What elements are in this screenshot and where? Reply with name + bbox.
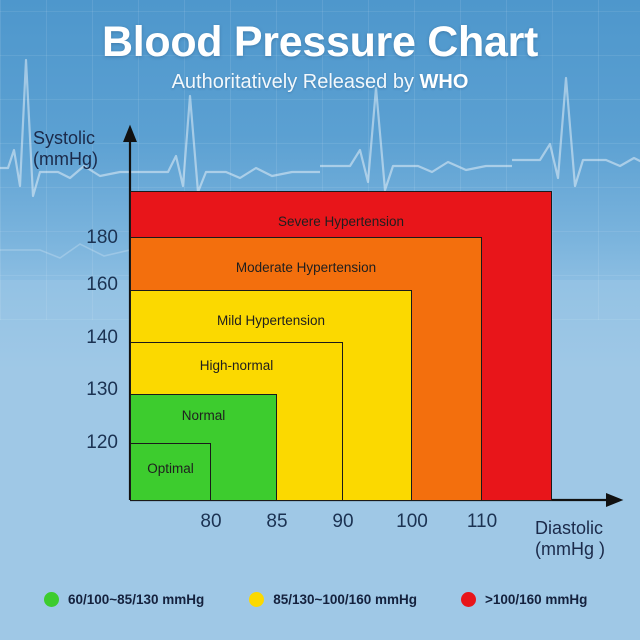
subtitle-emphasis-who: WHO: [419, 71, 469, 93]
band-label-mild: Mild Hypertension: [216, 313, 326, 328]
y-tick-180: 180: [86, 227, 118, 248]
y-axis-title-line2: (mmHg): [33, 149, 98, 169]
legend-dot-red-icon: [460, 591, 476, 607]
y-tick-160: 160: [86, 274, 118, 295]
x-axis-title-line2: (mmHg ): [535, 539, 605, 559]
x-axis-title: Diastolic (mmHg ): [535, 518, 605, 560]
page-subtitle: Authoritatively Released by WHO: [0, 71, 640, 94]
y-axis-title: Systolic (mmHg): [33, 128, 98, 170]
x-axis-title-line1: Diastolic: [535, 518, 604, 538]
header: Blood Pressure Chart Authoritatively Rel…: [0, 18, 640, 94]
legend-item-red[interactable]: >100/160 mmHg: [460, 591, 588, 607]
x-tick-100: 100: [396, 511, 428, 532]
y-tick-120: 120: [86, 432, 118, 453]
subtitle-prefix: Authoritatively Released by: [171, 71, 420, 93]
legend-label-green: 60/100~85/130 mmHg: [68, 591, 205, 607]
band-label-severe: Severe Hypertension: [277, 214, 405, 229]
legend-label-yellow: 85/130~100/160 mmHg: [273, 591, 417, 607]
legend-item-yellow[interactable]: 85/130~100/160 mmHg: [249, 591, 417, 607]
legend-label-red: >100/160 mmHg: [484, 591, 588, 607]
y-tick-140: 140: [86, 327, 118, 348]
x-tick-85: 85: [266, 511, 288, 532]
legend-dot-green-icon: [44, 591, 59, 607]
legend: 60/100~85/130 mmHg 85/130~100/160 mmHg >…: [0, 582, 640, 616]
page-title: Blood Pressure Chart: [101, 18, 539, 66]
x-tick-90: 90: [332, 511, 354, 532]
band-label-normal: Normal: [181, 408, 226, 423]
band-label-high-normal: High-normal: [199, 358, 274, 373]
legend-dot-yellow-icon: [249, 591, 265, 607]
band-label-optimal: Optimal: [147, 461, 194, 476]
legend-item-green[interactable]: 60/100~85/130 mmHg: [44, 591, 205, 607]
y-axis-title-line1: Systolic: [33, 128, 96, 148]
band-optimal[interactable]: Optimal: [130, 443, 211, 501]
band-label-moderate: Moderate Hypertension: [235, 260, 377, 275]
x-tick-110: 110: [466, 511, 498, 532]
y-tick-130: 130: [86, 379, 118, 400]
x-tick-80: 80: [200, 511, 222, 532]
